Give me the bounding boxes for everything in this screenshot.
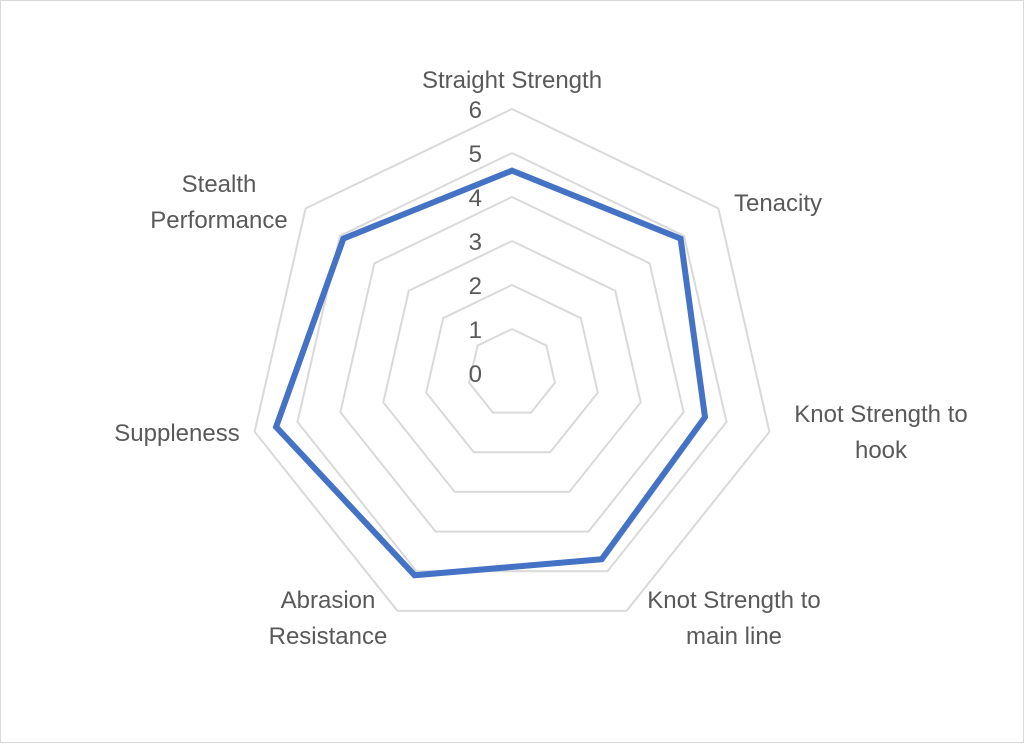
tick-label: 4 [469,185,482,212]
gridline-ring [425,283,599,454]
gridline-ring [296,151,728,573]
category-label: Suppleness [114,420,239,447]
category-label: Abrasion Resistance [269,587,388,650]
gridline-ring [339,195,685,533]
tick-label: 0 [469,361,482,388]
grid [253,107,771,612]
gridline-ring [382,239,642,493]
category-label: Tenacity [734,190,822,217]
series-layer [272,167,709,579]
category-label: Knot Strength to main line [647,587,820,650]
tick-label: 3 [469,229,482,256]
category-labels: Straight Strength Tenacity Knot Strength t… [114,67,967,650]
tick-label: 1 [469,317,482,344]
series-line [272,167,709,579]
gridline-ring [468,327,556,414]
category-label: Straight Strength [422,67,602,94]
category-label: Knot Strength to hook [794,401,967,464]
tick-label: 5 [469,141,482,168]
tick-labels: 0 1 2 3 4 5 6 [469,97,482,388]
category-label: Stealth Performance [150,171,287,234]
tick-label: 2 [469,273,482,300]
gridline-ring [253,107,771,612]
tick-label: 6 [469,97,482,124]
